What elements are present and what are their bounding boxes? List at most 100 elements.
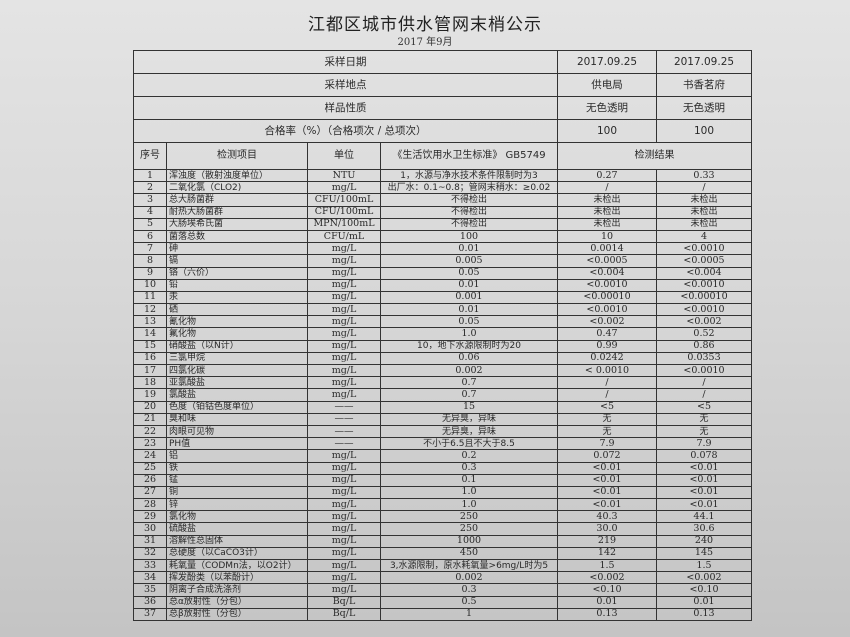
row-item: 铜 bbox=[166, 485, 308, 500]
row-no: 12 bbox=[133, 303, 167, 317]
row-standard: 0.5 bbox=[380, 595, 558, 609]
row-result-site1: 未检出 bbox=[557, 205, 657, 219]
summary-value-site2: 2017.09.25 bbox=[656, 50, 752, 74]
row-result-site1: 1.5 bbox=[557, 558, 657, 573]
table-row: 35 阴离子合成洗涤剂 mg/L 0.3 <0.10 <0.10 bbox=[133, 583, 752, 597]
summary-row: 采样地点 供电局 书香茗府 bbox=[133, 73, 752, 97]
summary-value-site1: 供电局 bbox=[557, 73, 657, 97]
row-result-site2: <0.10 bbox=[656, 583, 752, 597]
row-item: 氯酸盐 bbox=[166, 388, 308, 402]
row-item: 镉 bbox=[166, 254, 308, 268]
table-row: 27 铜 mg/L 1.0 <0.01 <0.01 bbox=[133, 485, 752, 500]
row-result-site2: 30.6 bbox=[656, 522, 752, 536]
row-no: 26 bbox=[133, 473, 167, 487]
row-result-site1: <0.01 bbox=[557, 485, 657, 500]
row-standard: 1，水源与净水技术条件限制时为3 bbox=[380, 168, 558, 183]
header-standard: 《生活饮用水卫生标准》 GB5749 bbox=[380, 142, 558, 170]
row-no: 29 bbox=[133, 510, 167, 524]
row-no: 6 bbox=[133, 229, 167, 244]
row-item: 氟化物 bbox=[166, 327, 308, 341]
row-item: 耗氧量（CODMn法，以O2计） bbox=[166, 558, 308, 573]
row-result-site1: <0.0010 bbox=[557, 303, 657, 317]
row-standard: 0.05 bbox=[380, 266, 558, 280]
row-unit: CFU/mL bbox=[307, 229, 381, 244]
table-row: 33 耗氧量（CODMn法，以O2计） mg/L 3,水源限制，原水耗氧量>6mg/L… bbox=[133, 558, 752, 573]
row-unit: mg/L bbox=[307, 522, 381, 536]
row-no: 30 bbox=[133, 522, 167, 536]
row-result-site2: <0.01 bbox=[656, 473, 752, 487]
row-item: 挥发酚类（以苯酚计） bbox=[166, 571, 308, 585]
row-unit: mg/L bbox=[307, 473, 381, 487]
row-standard: 不得检出 bbox=[380, 205, 558, 219]
table-row: 1 浑浊度（散射浊度单位） NTU 1，水源与净水技术条件限制时为3 0.27 0.33 bbox=[133, 168, 752, 183]
row-no: 28 bbox=[133, 498, 167, 512]
summary-value-site1: 100 bbox=[557, 119, 657, 143]
table-row: 18 亚氯酸盐 mg/L 0.7// bbox=[133, 376, 752, 390]
summary-value-site2: 书香茗府 bbox=[656, 73, 752, 97]
row-standard: 100 bbox=[380, 229, 558, 244]
row-item: 耐热大肠菌群 bbox=[166, 205, 308, 219]
row-result-site2: 4 bbox=[656, 229, 752, 244]
row-item: 锌 bbox=[166, 498, 308, 512]
table-row: 13 氰化物 mg/L 0.05 <0.002 <0.002 bbox=[133, 315, 752, 329]
table-row: 7 砷 mg/L 0.01 0.0014 <0.0010 bbox=[133, 242, 752, 256]
row-unit: —— bbox=[307, 412, 381, 426]
row-unit: mg/L bbox=[307, 339, 381, 353]
row-standard: 无异臭，异味 bbox=[380, 424, 558, 439]
summary-value-site2: 100 bbox=[656, 119, 752, 143]
row-result-site2: <0.00010 bbox=[656, 290, 752, 305]
table-row: 30 硫酸盐 mg/L 250 30.0 30.6 bbox=[133, 522, 752, 536]
row-result-site1: / bbox=[557, 181, 657, 195]
row-result-site1: <0.01 bbox=[557, 461, 657, 475]
row-result-site2: 1.5 bbox=[656, 558, 752, 573]
row-item: 臭和味 bbox=[166, 412, 308, 426]
row-no: 31 bbox=[133, 534, 167, 548]
row-result-site1: < 0.0010 bbox=[557, 363, 657, 378]
row-result-site1: <5 bbox=[557, 400, 657, 414]
row-unit: mg/L bbox=[307, 449, 381, 463]
row-item: PH值 bbox=[166, 437, 308, 451]
row-unit: mg/L bbox=[307, 242, 381, 256]
row-no: 36 bbox=[133, 595, 167, 609]
row-result-site2: <0.01 bbox=[656, 461, 752, 475]
row-no: 11 bbox=[133, 290, 167, 305]
row-no: 14 bbox=[133, 327, 167, 341]
table-row: 31 溶解性总固体 mg/L 1000 219 240 bbox=[133, 534, 752, 548]
row-item: 锰 bbox=[166, 473, 308, 487]
row-no: 22 bbox=[133, 424, 167, 439]
row-result-site1: 7.9 bbox=[557, 437, 657, 451]
row-standard: 250 bbox=[380, 522, 558, 536]
row-item: 硝酸盐（以N计） bbox=[166, 339, 308, 353]
row-result-site2: <0.01 bbox=[656, 498, 752, 512]
row-unit: mg/L bbox=[307, 461, 381, 475]
row-item: 硫酸盐 bbox=[166, 522, 308, 536]
summary-value-site1: 2017.09.25 bbox=[557, 50, 657, 74]
row-result-site2: 240 bbox=[656, 534, 752, 548]
row-result-site2: <0.0010 bbox=[656, 303, 752, 317]
row-no: 23 bbox=[133, 437, 167, 451]
table-row: 26 锰 mg/L 0.1 <0.01 <0.01 bbox=[133, 473, 752, 487]
row-unit: mg/L bbox=[307, 278, 381, 292]
row-result-site2: 0.01 bbox=[656, 595, 752, 609]
row-result-site2: <0.0005 bbox=[656, 254, 752, 268]
row-unit: CFU/100mL bbox=[307, 193, 381, 207]
row-result-site2: / bbox=[656, 376, 752, 390]
row-standard: 15 bbox=[380, 400, 558, 414]
row-no: 1 bbox=[133, 168, 167, 183]
summary-row: 样品性质 无色透明 无色透明 bbox=[133, 96, 752, 120]
row-item: 溶解性总固体 bbox=[166, 534, 308, 548]
table-row: 8 镉 mg/L 0.005 <0.0005 <0.0005 bbox=[133, 254, 752, 268]
row-item: 铅 bbox=[166, 278, 308, 292]
row-standard: 不小于6.5且不大于8.5 bbox=[380, 437, 558, 451]
table-row: 17 四氯化碳 mg/L 0.002 < 0.0010 <0.0010 bbox=[133, 363, 752, 378]
row-result-site2: <0.0010 bbox=[656, 242, 752, 256]
row-item: 铁 bbox=[166, 461, 308, 475]
row-unit: mg/L bbox=[307, 351, 381, 366]
row-no: 24 bbox=[133, 449, 167, 463]
row-result-site2: 未检出 bbox=[656, 217, 752, 231]
row-item: 三氯甲烷 bbox=[166, 351, 308, 366]
summary-label: 采样地点 bbox=[133, 73, 558, 97]
row-result-site1: 0.0242 bbox=[557, 351, 657, 366]
row-unit: mg/L bbox=[307, 534, 381, 548]
row-result-site1: 40.3 bbox=[557, 510, 657, 524]
